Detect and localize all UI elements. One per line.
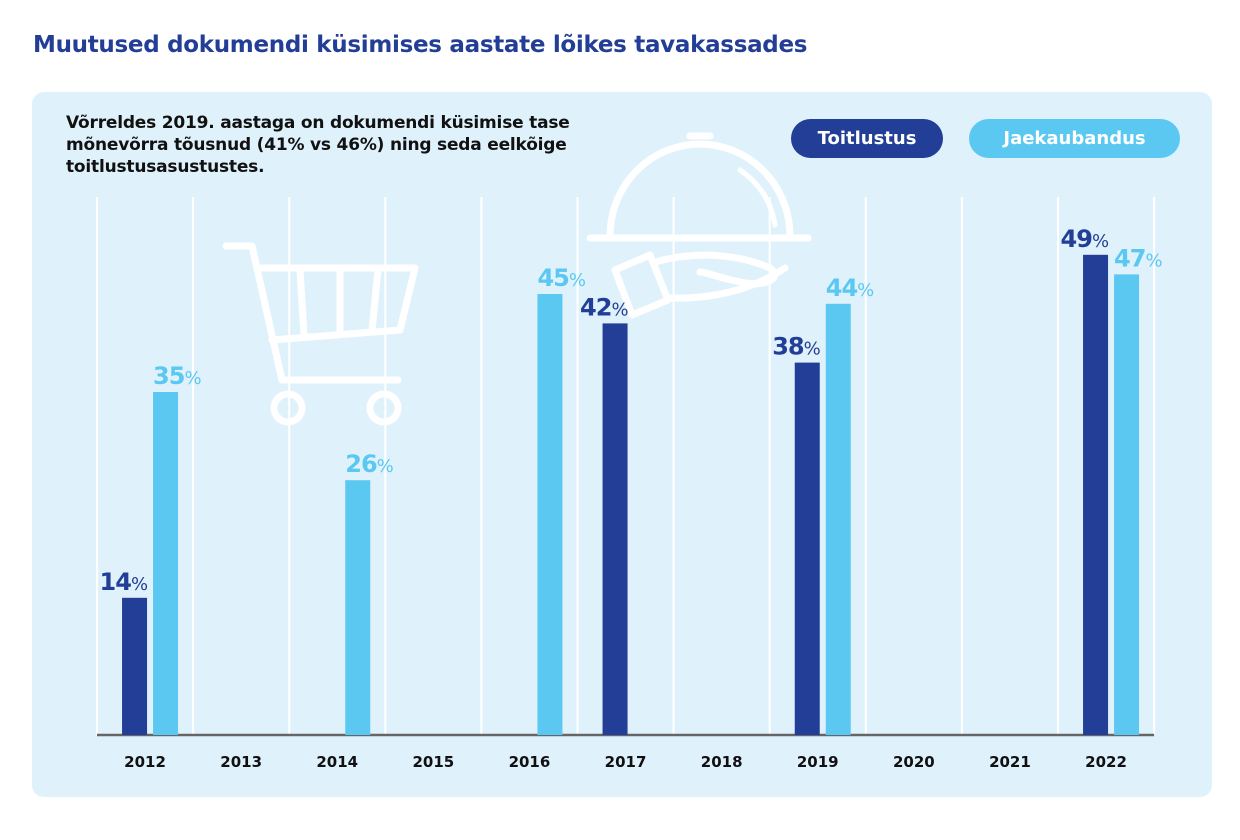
bar-toitlustus-2017 bbox=[602, 323, 628, 735]
x-tick-label: 2020 bbox=[893, 753, 935, 771]
data-label: 26% bbox=[345, 450, 393, 478]
x-tick-label: 2012 bbox=[124, 753, 166, 771]
bar-jaekaubandus-2022 bbox=[1114, 274, 1140, 735]
data-label: 42% bbox=[580, 293, 628, 321]
data-label: 49% bbox=[1061, 225, 1109, 253]
data-label: 44% bbox=[826, 274, 874, 302]
data-label: 35% bbox=[153, 362, 201, 390]
legend-toitlustus: Toitlustus bbox=[791, 119, 943, 158]
chart-subtitle: Võrreldes 2019. aastaga on dokumendi küs… bbox=[66, 113, 570, 177]
x-tick-label: 2016 bbox=[509, 753, 551, 771]
gridlines bbox=[96, 197, 1156, 735]
data-label: 47% bbox=[1114, 244, 1162, 272]
bar-toitlustus-2012 bbox=[122, 597, 148, 735]
bar-toitlustus-2019 bbox=[794, 362, 820, 735]
data-label: 45% bbox=[537, 264, 585, 292]
bar-toitlustus-2022 bbox=[1083, 254, 1109, 736]
x-tick-label: 2021 bbox=[989, 753, 1031, 771]
x-tick-label: 2022 bbox=[1085, 753, 1127, 771]
serving-cloche-icon bbox=[586, 132, 812, 319]
bar-jaekaubandus-2014 bbox=[345, 480, 371, 735]
bar-jaekaubandus-2012 bbox=[153, 392, 179, 735]
page-title: Muutused dokumendi küsimises aastate lõi… bbox=[33, 32, 808, 58]
bar-jaekaubandus-2016 bbox=[537, 294, 563, 735]
x-tick-label: 2013 bbox=[220, 753, 262, 771]
data-label: 38% bbox=[772, 333, 820, 361]
data-label: 14% bbox=[100, 568, 148, 596]
x-tick-label: 2019 bbox=[797, 753, 839, 771]
bar-jaekaubandus-2019 bbox=[825, 303, 851, 735]
x-tick-label: 2015 bbox=[412, 753, 454, 771]
legend-jaekaubandus: Jaekaubandus bbox=[969, 119, 1180, 158]
x-tick-label: 2017 bbox=[605, 753, 647, 771]
shopping-cart-icon bbox=[222, 242, 419, 426]
x-tick-label: 2018 bbox=[701, 753, 743, 771]
x-tick-label: 2014 bbox=[316, 753, 358, 771]
